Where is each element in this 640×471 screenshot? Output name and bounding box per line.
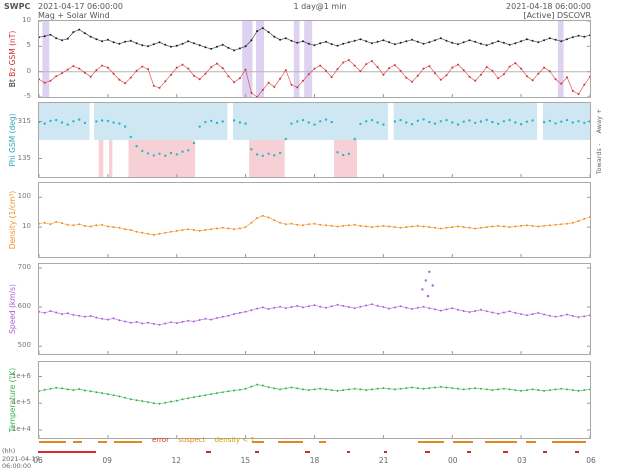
mag-chart (39, 21, 590, 97)
x-tick-label: 18 (309, 456, 320, 465)
phi-towards-label: Towards - (595, 143, 603, 175)
error-mark (254, 451, 260, 453)
panel-phi (38, 102, 591, 178)
legend-density-lt-1: density < 1 (214, 436, 255, 444)
x-tick-label: 03 (517, 456, 527, 465)
y-tick-label: 0 (26, 66, 31, 75)
x-tick-label: 06 (33, 456, 43, 465)
panel-mag (38, 20, 591, 98)
error-mark (383, 451, 388, 453)
plot-type-label: Mag + Solar Wind (38, 11, 110, 20)
y-tick-label: 10 (22, 16, 31, 24)
x-tick-label: 15 (240, 456, 251, 465)
error-mark (542, 451, 548, 453)
x-axis-start-date: 2021-04-17 (2, 455, 40, 463)
suspect-mark (551, 441, 587, 443)
error-mark (305, 451, 310, 453)
y-ticks-phi: 315 135 (0, 102, 34, 178)
temp-chart (39, 376, 590, 438)
y-tick-label: 1e+5 (11, 398, 31, 407)
source-label: [Active] DSCOVR (523, 11, 591, 20)
error-mark (574, 451, 580, 453)
y-tick-label: 500 (17, 341, 31, 350)
suspect-mark (319, 441, 326, 443)
error-mark (206, 451, 211, 453)
start-datetime-label: 2021-04-17 06:00:00 (38, 2, 123, 11)
density-chart (39, 196, 590, 257)
x-tick-label: 21 (378, 456, 389, 465)
error-mark (346, 451, 351, 453)
panel-speed (38, 263, 591, 355)
x-tick-label: 12 (171, 456, 182, 465)
suspect-mark (526, 441, 536, 443)
brand-label: SWPC (4, 2, 31, 11)
error-mark (503, 451, 509, 453)
suspect-mark (277, 441, 303, 443)
y-tick-label: 600 (17, 302, 31, 311)
y-tick-label: 5 (26, 41, 31, 50)
suspect-mark (252, 441, 264, 443)
suspect-mark (418, 441, 444, 443)
y-tick-label: 135 (17, 153, 31, 162)
suspect-mark (72, 441, 82, 443)
error-mark (38, 451, 96, 453)
y-tick-label: -5 (24, 92, 31, 100)
y-tick-label: 1e+4 (11, 424, 31, 433)
suspect-mark (39, 441, 66, 443)
error-mark (425, 451, 430, 453)
suspect-mark (97, 441, 108, 443)
suspect-mark (114, 441, 142, 443)
phi-chart (39, 103, 590, 177)
x-tick-label: 06 (586, 456, 596, 465)
resolution-label: 1 day@1 min (293, 2, 347, 11)
suspect-mark (485, 441, 518, 443)
y-tick-label: 10 (22, 222, 31, 231)
y-ticks-density: 100 10 (0, 182, 34, 258)
flag-legend: error suspect density < 1 (152, 436, 262, 444)
y-ticks-mag: 10 5 0 -5 (0, 16, 34, 100)
y-tick-label: 315 (17, 116, 31, 125)
x-tick-label: 09 (102, 456, 112, 465)
suspect-mark (452, 441, 474, 443)
legend-error: error (152, 436, 169, 444)
y-ticks-speed: 700 600 500 (0, 263, 34, 355)
x-tick-label: 00 (447, 456, 458, 465)
legend-suspect: suspect (178, 436, 206, 444)
x-axis-start-time: 06:00:00 (2, 462, 32, 470)
y-tick-label: 100 (17, 192, 31, 201)
x-axis-unit: (hh) (2, 447, 16, 455)
y-tick-label: 700 (17, 262, 31, 271)
panel-temp (38, 361, 591, 439)
y-tick-label: 1e+6 (11, 371, 31, 380)
end-datetime-label: 2021-04-18 06:00:00 (506, 2, 591, 11)
phi-away-label: Away + (595, 108, 603, 134)
y-ticks-temp: 1e+6 1e+5 1e+4 (0, 361, 34, 439)
panel-density (38, 182, 591, 258)
error-mark (466, 451, 472, 453)
speed-chart (39, 267, 590, 354)
